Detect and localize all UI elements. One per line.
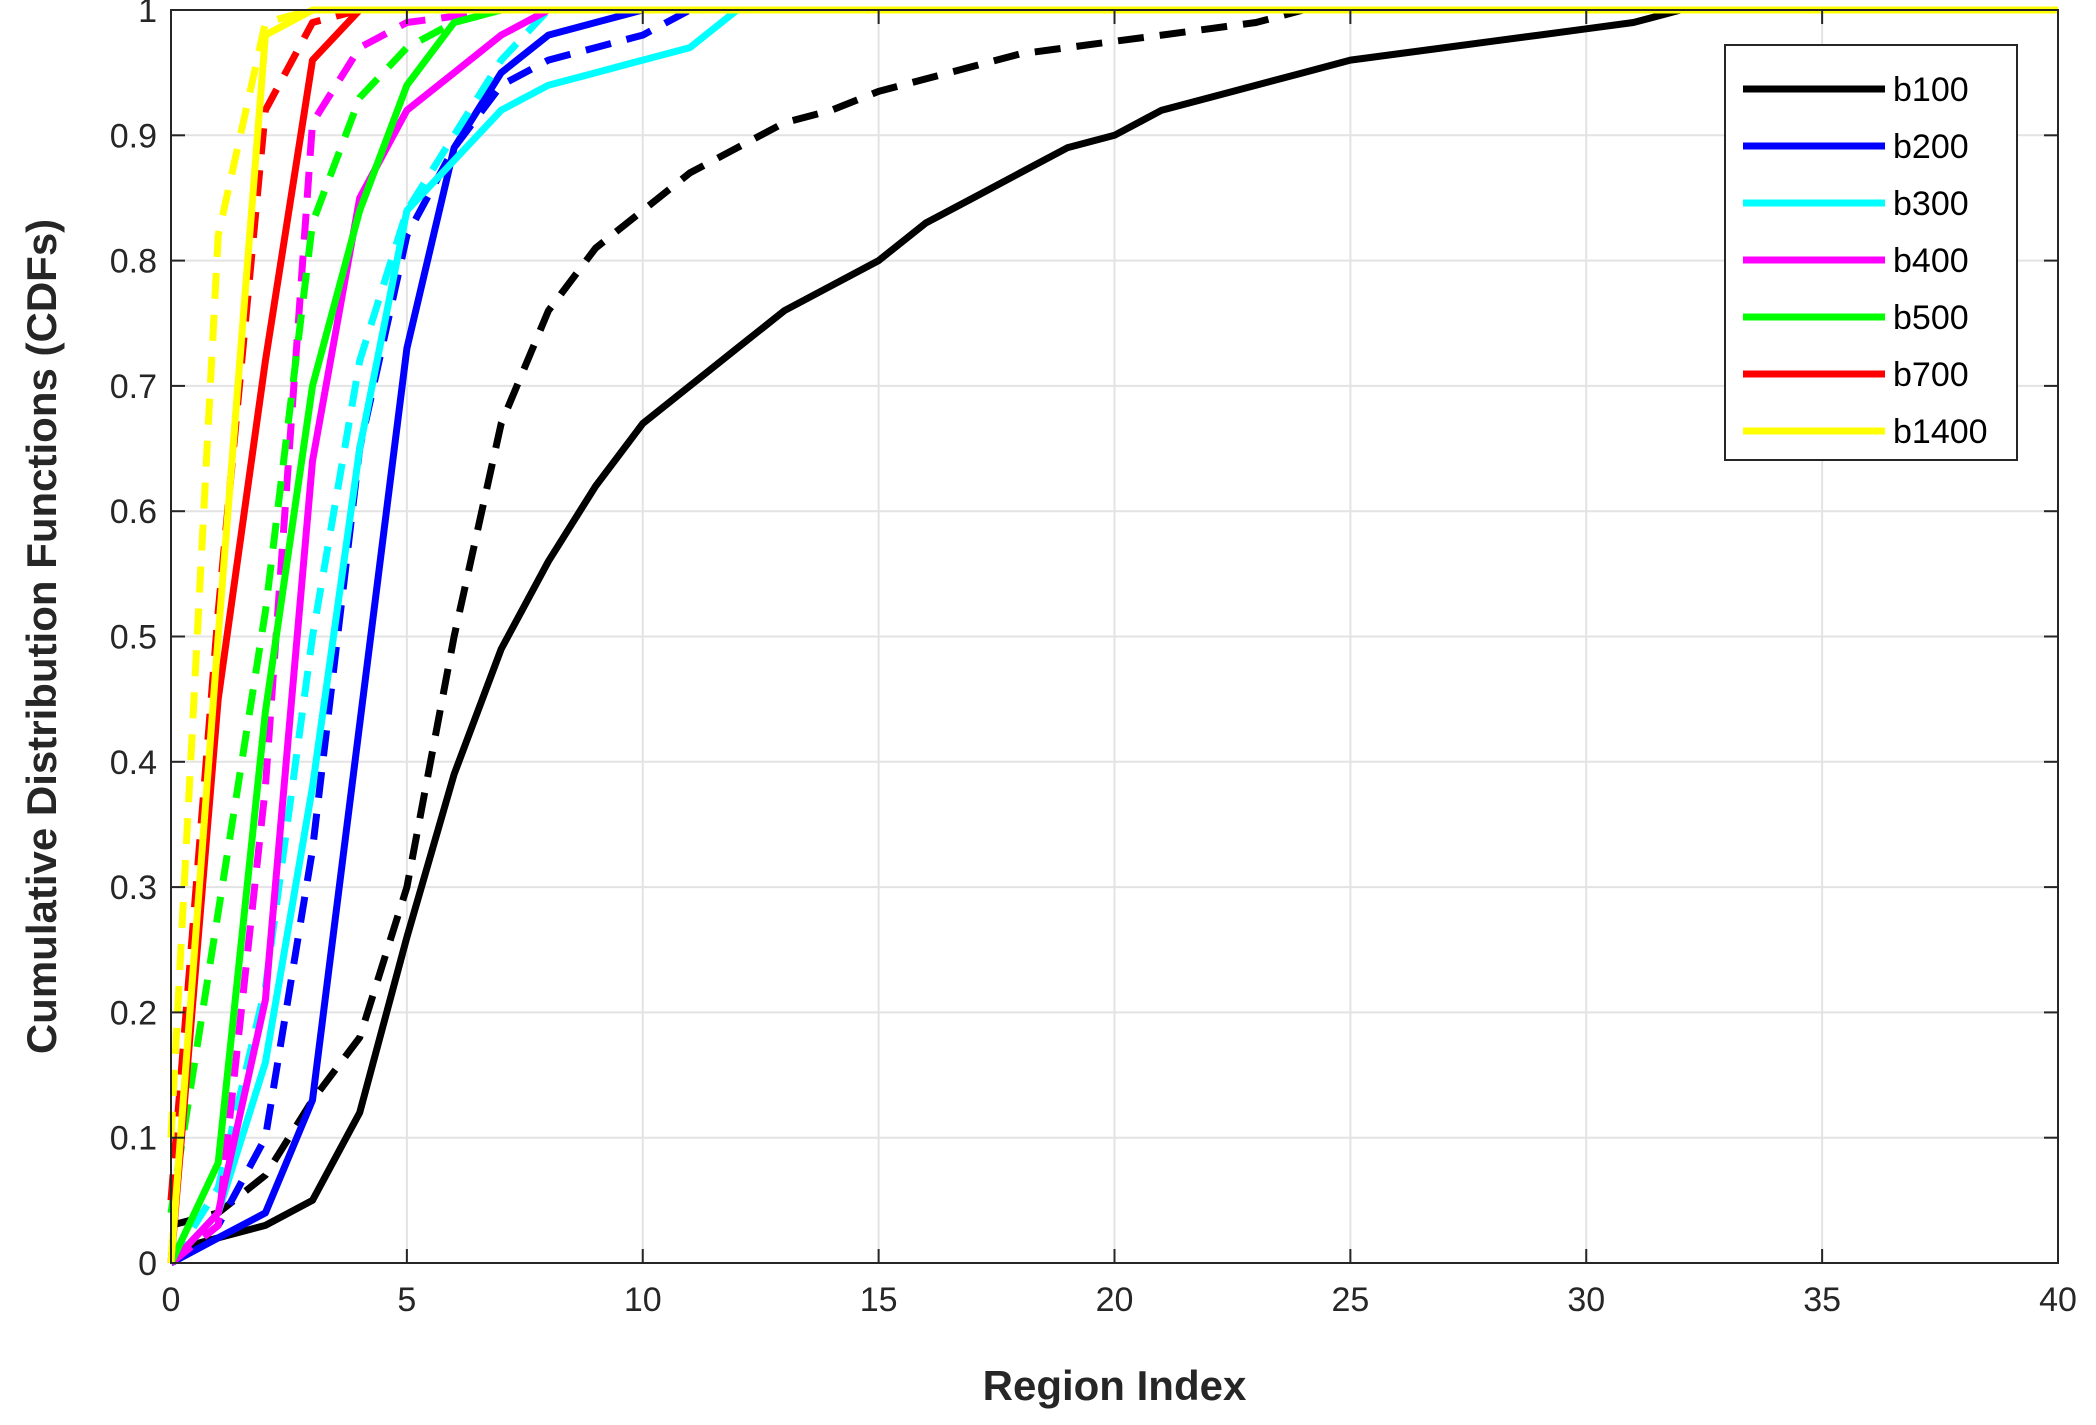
series-b300-dashed	[168, 6, 2058, 1265]
series-b300-solid	[168, 6, 2058, 1266]
x-tick-label: 40	[2039, 1281, 2077, 1319]
x-tick-label: 35	[1803, 1281, 1841, 1319]
x-tick-label: 20	[1096, 1281, 1134, 1319]
legend-label-b400: b400	[1893, 242, 1969, 280]
series-b1400-dashed	[167, 6, 2058, 1138]
y-tick-label: 0.1	[110, 1120, 157, 1158]
series-b200-dashed	[168, 6, 2058, 1266]
y-tick-label: 0.7	[110, 368, 157, 406]
y-tick-label: 0	[138, 1245, 157, 1283]
x-axis-label: Region Index	[983, 1362, 1247, 1409]
series-b100-solid	[170, 6, 2058, 1254]
x-tick-label: 25	[1331, 1281, 1369, 1319]
legend: b100 b200 b300 b400 b500 b700 b1400	[1724, 44, 2018, 461]
x-tick-label: 15	[860, 1281, 898, 1319]
x-tick-label: 5	[397, 1281, 416, 1319]
legend-label-b1400: b1400	[1893, 413, 1988, 451]
legend-box	[1724, 44, 2018, 461]
legend-label-b100: b100	[1893, 71, 1969, 109]
legend-label-b300: b300	[1893, 185, 1969, 223]
y-tick-label: 0.4	[110, 744, 157, 782]
y-tick-label: 0.9	[110, 117, 157, 155]
series-b100-dashed	[170, 6, 2058, 1229]
series-b500-dashed	[167, 6, 2058, 1214]
series-b500-solid	[167, 6, 2058, 1265]
y-axis-label: Cumulative Distribution Functions (CDFs)	[18, 219, 65, 1054]
axis-ticks: 0 5 10 15 20 25 30 35 40 0 0.1 0.2 0.3 0.4 0.5 0.6 0.7 0.…	[110, 0, 2077, 1319]
x-tick-label: 10	[624, 1281, 662, 1319]
legend-label-b500: b500	[1893, 299, 1969, 337]
y-tick-label: 0.2	[110, 994, 157, 1032]
legend-label-b200: b200	[1893, 128, 1969, 166]
y-tick-label: 0.3	[110, 869, 157, 907]
x-tick-label: 30	[1567, 1281, 1605, 1319]
legend-label-b700: b700	[1893, 356, 1969, 394]
y-tick-label: 0.6	[110, 493, 157, 531]
y-tick-label: 0.8	[110, 243, 157, 281]
y-tick-label: 1	[138, 0, 157, 30]
series-layer	[167, 6, 2058, 1267]
y-tick-label: 0.5	[110, 619, 157, 657]
x-tick-label: 0	[162, 1281, 181, 1319]
